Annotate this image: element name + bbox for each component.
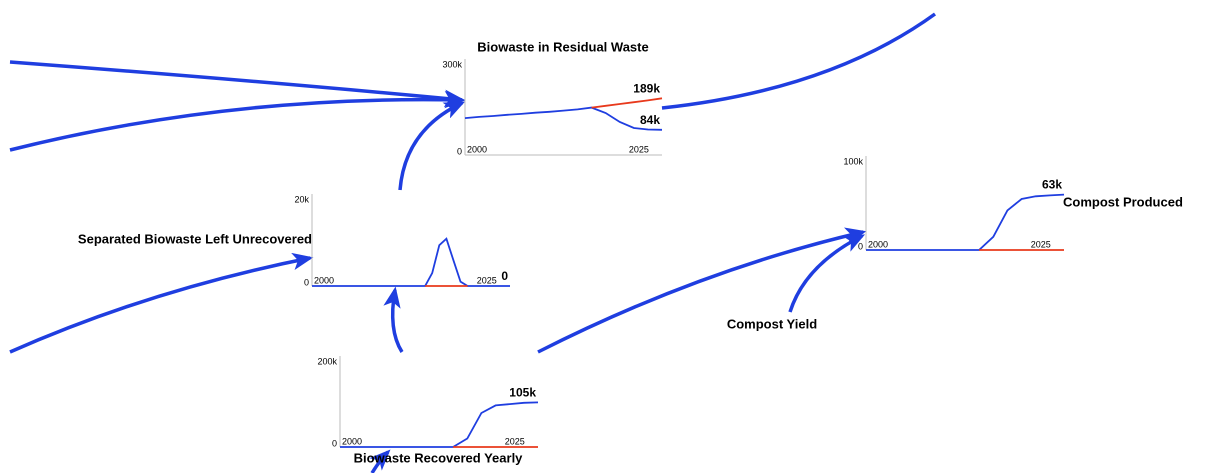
end-value-label: 0	[501, 269, 508, 283]
end-value-label: 84k	[640, 113, 660, 127]
node-label: Biowaste in Residual Waste	[477, 39, 648, 54]
arrow	[9, 90, 466, 152]
node: 0 300k 2000 2025 84k 189k Biowaste in Residual…	[442, 39, 663, 156]
y-tick-label: 0	[332, 438, 337, 448]
node: 0 200k 2000 2025 105k Biowaste Recovered Year…	[317, 356, 539, 465]
node: 0 20k 2000 2025 0 Separated Biowaste Left Unr…	[78, 194, 510, 287]
sparkline	[312, 237, 510, 287]
arrow	[537, 227, 867, 354]
arrow	[9, 252, 314, 354]
arrow	[9, 60, 466, 108]
y-tick-label: 0	[457, 146, 462, 156]
x-tick-label: 2025	[629, 144, 649, 154]
node-label: Separated Biowaste Left Unrecovered	[78, 231, 312, 246]
arrows	[9, 12, 937, 473]
sparkline	[464, 106, 663, 131]
arrow	[398, 101, 466, 191]
sparkline	[591, 97, 663, 109]
y-tick-label: 20k	[294, 194, 309, 204]
sparkline	[866, 193, 1065, 251]
x-tick-label: 2000	[314, 275, 334, 285]
x-tick-label: 2025	[1031, 239, 1051, 249]
end-value-label: 189k	[633, 81, 660, 95]
x-tick-label: 2025	[505, 436, 525, 446]
node-label: Compost Produced	[1063, 194, 1183, 209]
arrow	[383, 286, 404, 353]
y-tick-label: 200k	[317, 356, 337, 366]
x-tick-label: 2000	[467, 144, 487, 154]
y-tick-label: 300k	[442, 59, 462, 69]
y-tick-label: 100k	[843, 156, 863, 166]
arrow	[369, 449, 391, 473]
y-tick-label: 0	[858, 241, 863, 251]
arrow	[661, 12, 937, 110]
arrow	[788, 234, 866, 313]
end-value-label: 63k	[1042, 178, 1062, 192]
y-tick-label: 0	[304, 277, 309, 287]
x-tick-label: 2000	[342, 436, 362, 446]
x-tick-label: 2025	[477, 275, 497, 285]
node-label: Compost Yield	[727, 316, 817, 331]
sparkline	[340, 401, 539, 448]
x-tick-label: 2000	[868, 239, 888, 249]
node-label: Biowaste Recovered Yearly	[354, 450, 524, 465]
end-value-label: 105k	[509, 386, 536, 400]
